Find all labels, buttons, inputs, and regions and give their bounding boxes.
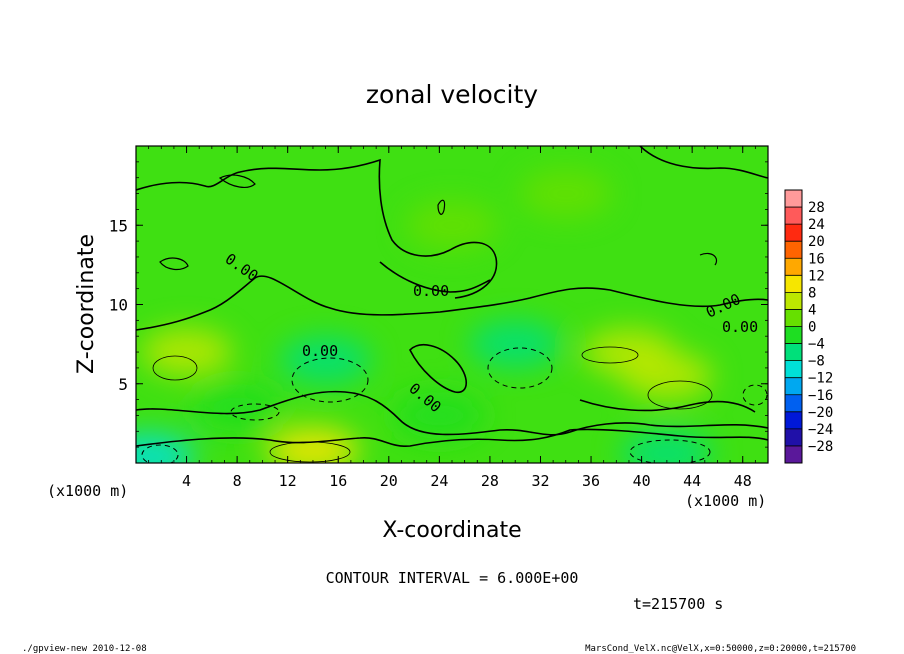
colorbar-label: 8	[808, 285, 816, 301]
contour-label: 0.00	[302, 342, 338, 360]
x-axis: 4 8 12 16 20 24 28 32 36 40 44 48	[148, 146, 756, 490]
contour-interval-text: CONTOUR INTERVAL = 6.000E+00	[326, 569, 579, 587]
colorbar-swatch	[785, 411, 802, 429]
colorbar-swatch	[785, 394, 802, 412]
field-feature	[620, 429, 713, 463]
x-tick-label: 40	[633, 472, 651, 490]
footer-right: MarsCond_VelX.nc@VelX,x=0:50000,z=0:2000…	[585, 644, 856, 654]
y-axis-unit: (x1000 m)	[47, 482, 128, 500]
y-tick-label: 5	[118, 375, 128, 394]
chart-title: zonal velocity	[366, 80, 538, 109]
colorbar-label: 16	[808, 251, 825, 267]
colorbar-label: 28	[808, 200, 825, 216]
field-feature	[136, 432, 195, 463]
x-axis-unit: (x1000 m)	[685, 492, 766, 510]
colorbar-label: −8	[808, 354, 825, 370]
colorbar-swatch	[785, 377, 802, 395]
colorbar-label: −28	[808, 439, 833, 455]
dashed-contours	[141, 347, 768, 463]
field-feature	[469, 320, 562, 369]
x-tick-label: 32	[531, 472, 549, 490]
x-tick-label: 48	[734, 472, 752, 490]
colorbar-swatch	[785, 309, 802, 327]
colorbar-swatch	[785, 241, 802, 259]
y-tick-label: 10	[109, 296, 128, 315]
x-tick-label: 36	[582, 472, 600, 490]
colorbar-label: 0	[808, 320, 816, 336]
y-axis: 5 10 15	[109, 161, 768, 448]
y-tick-label: 15	[109, 216, 128, 235]
colorbar-swatch	[785, 190, 802, 208]
x-axis-label: X-coordinate	[382, 518, 521, 543]
x-tick-label: 16	[329, 472, 347, 490]
colorbar-swatch	[785, 343, 802, 361]
field-feature	[582, 328, 675, 377]
field-feature	[266, 426, 359, 463]
colorbar-swatch	[785, 224, 802, 242]
x-tick-label: 24	[430, 472, 448, 490]
plot-area	[136, 146, 768, 463]
field-feature	[140, 328, 233, 377]
colorbar-label: −16	[808, 388, 833, 404]
colorbar-label: −24	[808, 422, 833, 438]
field-feature	[393, 391, 486, 440]
colorbar-swatch	[785, 292, 802, 310]
thin-contours	[152, 346, 713, 463]
x-tick-label: 20	[380, 472, 398, 490]
contour-lines	[136, 146, 768, 447]
colorbar-swatch	[785, 445, 802, 463]
field-feature	[191, 383, 284, 432]
colorbar-label: −20	[808, 405, 833, 421]
colorbar-swatch	[785, 360, 802, 378]
field-features	[136, 169, 713, 463]
x-tick-label: 4	[182, 472, 191, 490]
x-tick-label: 28	[481, 472, 499, 490]
colorbar-swatch	[785, 207, 802, 225]
colorbar-label: 20	[808, 234, 825, 250]
colorbar-label: 24	[808, 217, 825, 233]
colorbar-swatch	[785, 275, 802, 293]
colorbar-label: 12	[808, 268, 825, 284]
y-axis-label: Z-coordinate	[74, 234, 99, 374]
field-feature	[519, 169, 612, 218]
footer-left: ./gpview-new 2010-12-08	[22, 644, 147, 654]
colorbar-label: −4	[808, 337, 825, 353]
field-feature	[406, 201, 498, 250]
time-text: t=215700 s	[633, 595, 723, 613]
x-tick-label: 44	[683, 472, 701, 490]
contour-label: 0.00	[722, 318, 758, 336]
x-tick-label: 8	[233, 472, 242, 490]
colorbar-swatch	[785, 428, 802, 446]
x-tick-label: 12	[279, 472, 297, 490]
colorbar-label: −12	[808, 371, 833, 387]
colorbar-swatch	[785, 258, 802, 276]
colorbar-label: 4	[808, 302, 816, 318]
field-feature	[279, 335, 372, 384]
contour-label: 0.00	[413, 282, 449, 300]
colorbar-swatch	[785, 326, 802, 344]
